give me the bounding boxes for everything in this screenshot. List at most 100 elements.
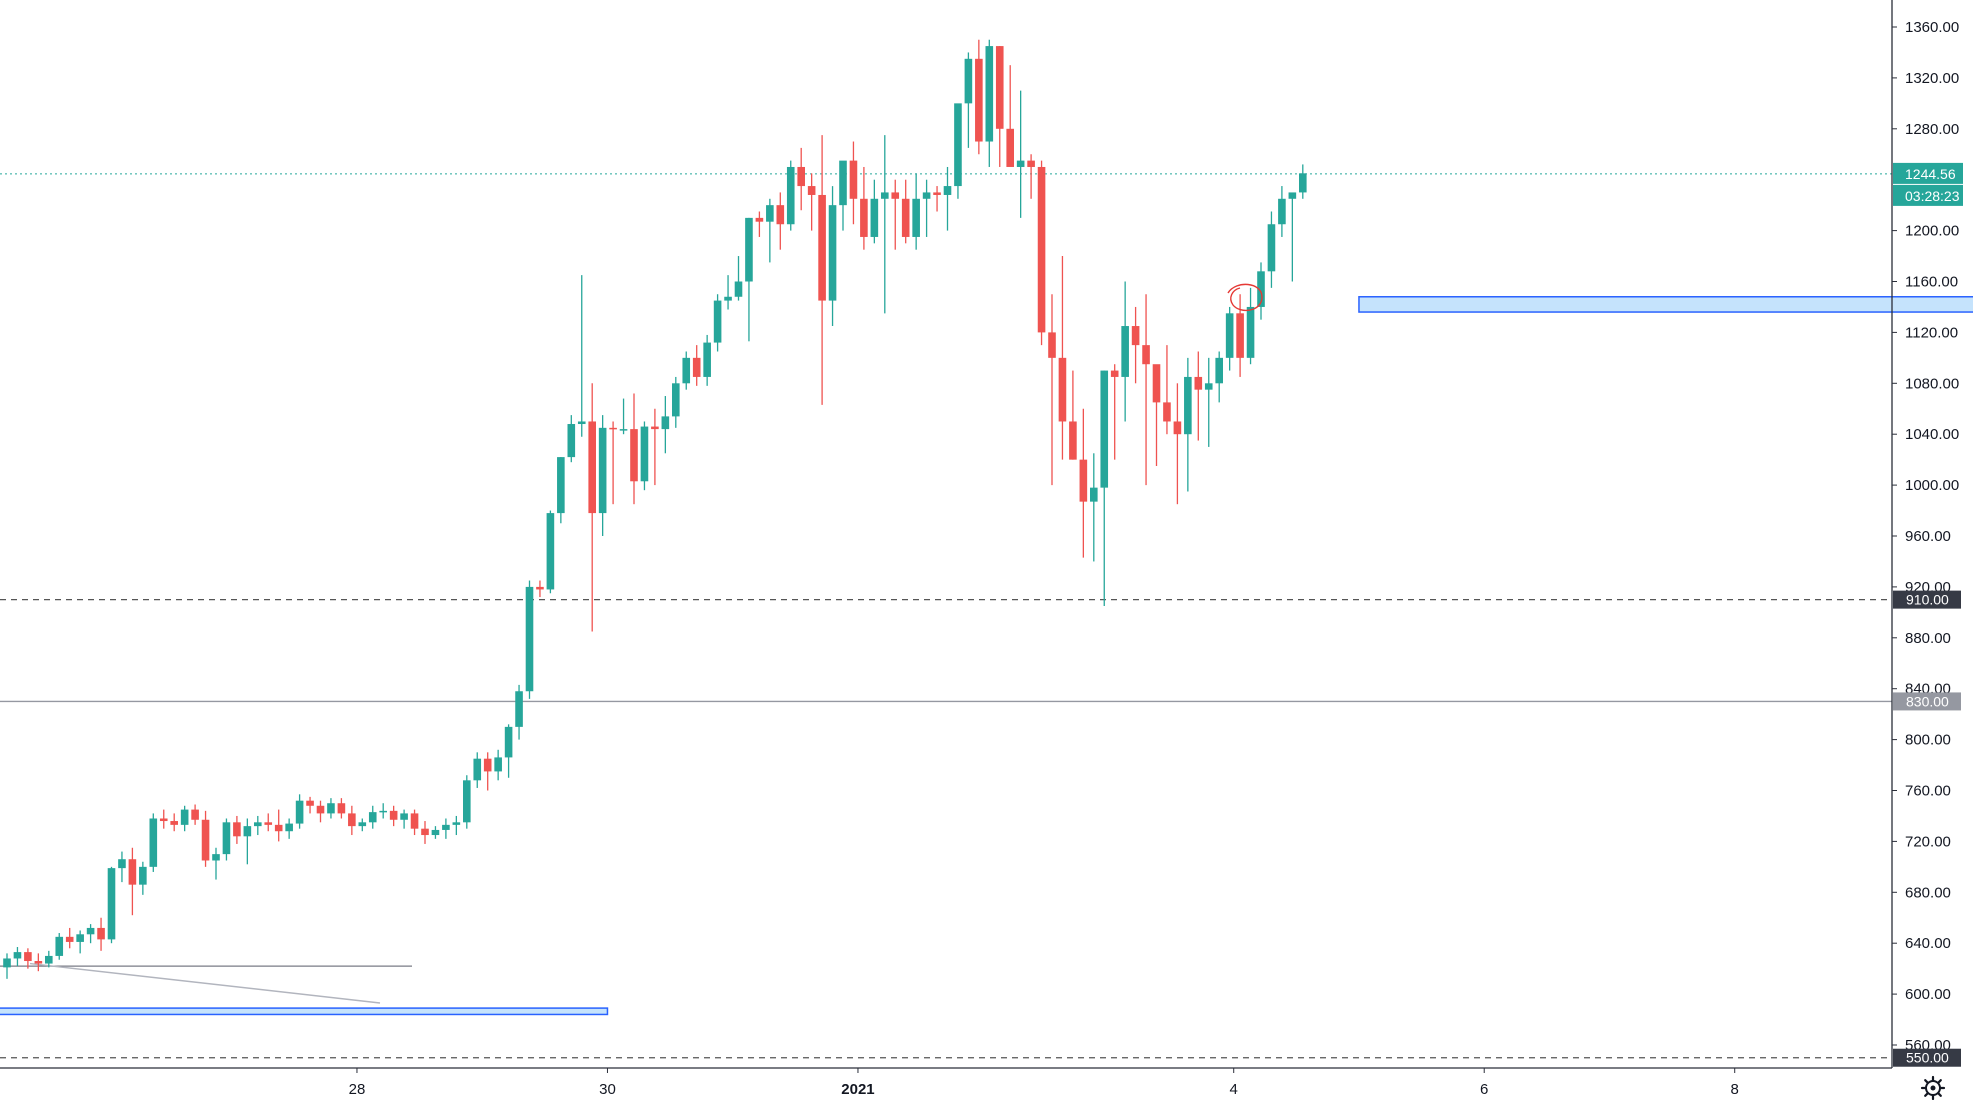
candle-46[interactable] — [483, 752, 492, 791]
candle-103[interactable] — [1079, 408, 1088, 558]
candle-36[interactable] — [379, 803, 387, 819]
candle-42[interactable] — [442, 818, 450, 839]
candle-76[interactable] — [797, 147, 805, 211]
candle-83[interactable] — [870, 179, 879, 244]
candle-41[interactable] — [431, 826, 440, 839]
candle-57[interactable] — [598, 415, 607, 536]
gear-icon[interactable] — [1920, 1075, 1946, 1100]
candle-20[interactable] — [212, 847, 220, 880]
candle-102[interactable] — [1069, 370, 1077, 460]
candle-84[interactable] — [881, 135, 889, 314]
candle-2[interactable] — [24, 948, 32, 969]
candle-27[interactable] — [285, 818, 293, 839]
candle-73[interactable] — [766, 198, 774, 263]
candle-18[interactable] — [191, 804, 199, 825]
candle-33[interactable] — [348, 805, 356, 836]
candle-81[interactable] — [849, 141, 858, 225]
candle-90[interactable] — [943, 166, 952, 231]
candle-112[interactable] — [1173, 383, 1182, 505]
candle-107[interactable] — [1121, 281, 1129, 422]
candle-69[interactable] — [724, 275, 732, 310]
candle-59[interactable] — [619, 398, 628, 435]
candle-62[interactable] — [651, 408, 659, 486]
candle-63[interactable] — [661, 396, 670, 454]
candle-1[interactable] — [13, 947, 22, 967]
candle-114[interactable] — [1194, 351, 1203, 441]
candle-38[interactable] — [400, 809, 408, 829]
candle-78[interactable] — [818, 135, 826, 405]
candle-113[interactable] — [1184, 357, 1192, 492]
candle-10[interactable] — [107, 866, 116, 944]
candle-54[interactable] — [567, 415, 576, 463]
candle-43[interactable] — [452, 815, 461, 836]
candle-40[interactable] — [421, 821, 429, 844]
candle-95[interactable] — [995, 46, 1004, 167]
candle-101[interactable] — [1058, 256, 1067, 460]
candle-99[interactable] — [1037, 160, 1046, 346]
candle-118[interactable] — [1236, 294, 1244, 377]
candle-80[interactable] — [839, 160, 847, 231]
candle-21[interactable] — [222, 818, 231, 861]
retest-circle-annotation[interactable] — [1227, 283, 1263, 312]
candle-108[interactable] — [1131, 306, 1140, 384]
candle-4[interactable] — [45, 950, 53, 968]
candle-51[interactable] — [536, 580, 544, 598]
candle-50[interactable] — [525, 580, 534, 699]
candle-5[interactable] — [55, 933, 64, 960]
candle-91[interactable] — [954, 103, 962, 199]
candle-98[interactable] — [1027, 154, 1035, 199]
candle-94[interactable] — [985, 39, 994, 167]
candle-93[interactable] — [975, 39, 983, 155]
candle-100[interactable] — [1048, 294, 1056, 486]
candle-11[interactable] — [118, 851, 126, 883]
candle-87[interactable] — [912, 173, 920, 250]
candle-8[interactable] — [86, 924, 95, 944]
candle-67[interactable] — [703, 334, 711, 386]
candle-53[interactable] — [557, 457, 565, 524]
candle-25[interactable] — [264, 813, 273, 832]
candle-117[interactable] — [1225, 306, 1234, 371]
candle-64[interactable] — [672, 376, 680, 428]
price-axis[interactable]: 1360.00 1320.00 1280.00 1200.00 1160.00 1120.… — [1891, 0, 1963, 1068]
candle-105[interactable] — [1100, 370, 1109, 606]
candle-72[interactable] — [755, 211, 764, 237]
candle-85[interactable] — [891, 179, 900, 250]
candle-77[interactable] — [807, 173, 816, 231]
candle-19[interactable] — [201, 810, 210, 867]
candle-7[interactable] — [76, 930, 84, 954]
candle-12[interactable] — [128, 847, 137, 916]
candle-119[interactable] — [1246, 287, 1255, 365]
candle-15[interactable] — [159, 809, 168, 829]
candle-97[interactable] — [1016, 90, 1025, 218]
candle-6[interactable] — [65, 927, 74, 949]
candle-45[interactable] — [473, 752, 482, 788]
candle-71[interactable] — [745, 217, 753, 342]
candle-124[interactable] — [1299, 164, 1307, 199]
candle-109[interactable] — [1142, 294, 1150, 486]
candle-9[interactable] — [97, 917, 105, 951]
candle-68[interactable] — [713, 294, 722, 352]
candle-96[interactable] — [1006, 65, 1014, 167]
candle-75[interactable] — [786, 160, 795, 231]
candle-88[interactable] — [922, 179, 931, 237]
support-zone-0[interactable] — [1358, 296, 1973, 313]
candle-17[interactable] — [180, 805, 189, 832]
candle-122[interactable] — [1278, 186, 1286, 237]
candle-35[interactable] — [368, 805, 377, 829]
candle-55[interactable] — [577, 275, 586, 437]
candle-22[interactable] — [233, 815, 241, 844]
candle-74[interactable] — [776, 192, 785, 250]
candle-65[interactable] — [682, 351, 691, 390]
candle-66[interactable] — [692, 345, 701, 386]
candle-13[interactable] — [139, 861, 147, 895]
candle-79[interactable] — [828, 186, 837, 327]
candle-31[interactable] — [327, 798, 335, 819]
trendline-diagonal[interactable] — [29, 962, 381, 1004]
candle-47[interactable] — [494, 749, 502, 781]
candle-14[interactable] — [149, 813, 158, 872]
candle-23[interactable] — [243, 818, 252, 865]
candle-26[interactable] — [274, 809, 283, 842]
